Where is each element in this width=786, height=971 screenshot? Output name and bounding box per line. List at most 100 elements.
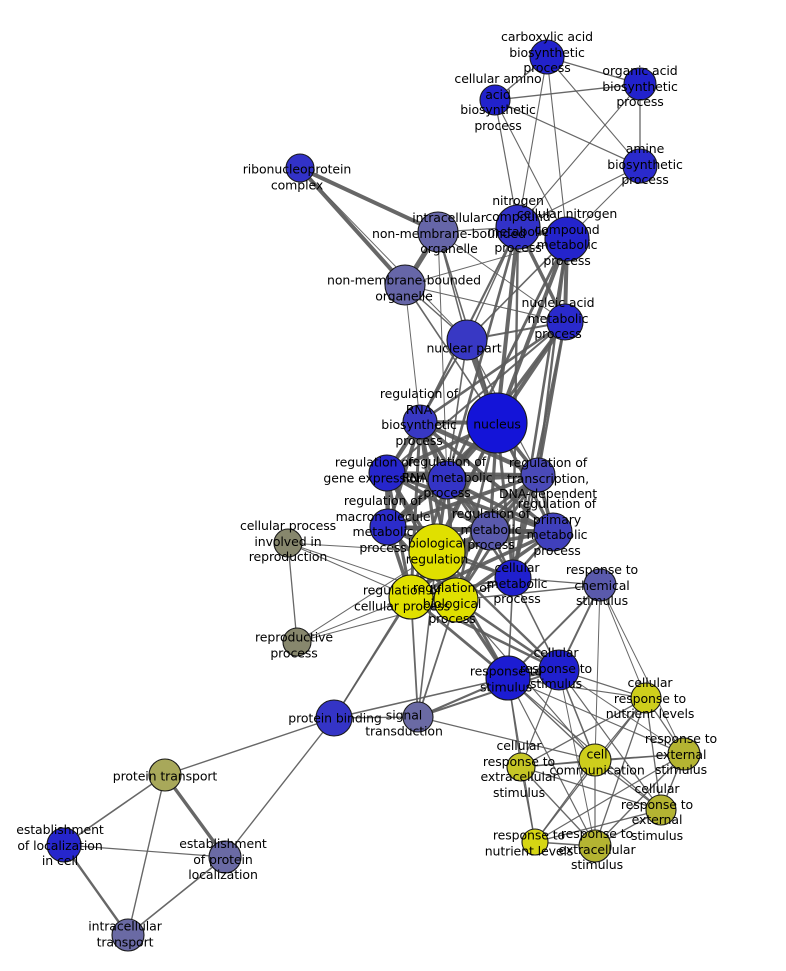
- graph-edge: [299, 167, 468, 341]
- graph-edge: [494, 99, 641, 167]
- graph-edge: [404, 238, 568, 286]
- graph-edge: [333, 596, 412, 719]
- graph-node[interactable]: [529, 39, 565, 75]
- graph-node[interactable]: [578, 743, 612, 777]
- graph-node[interactable]: [384, 264, 426, 306]
- graph-node[interactable]: [148, 758, 182, 792]
- graph-node[interactable]: [622, 148, 658, 184]
- graph-node[interactable]: [417, 211, 459, 253]
- graph-edge: [517, 56, 548, 228]
- graph-edge: [418, 320, 567, 424]
- graph-edge: [520, 697, 647, 768]
- graph-node[interactable]: [485, 655, 531, 701]
- graph-edge: [385, 471, 492, 533]
- graph-node[interactable]: [446, 319, 488, 361]
- graph-node[interactable]: [470, 511, 510, 551]
- graph-edge: [62, 843, 130, 937]
- graph-edge: [520, 766, 662, 811]
- graph-edge: [63, 774, 166, 846]
- graph-edge: [546, 56, 641, 167]
- graph-edge: [127, 856, 226, 936]
- graph-edge: [495, 237, 569, 425]
- graph-edge: [445, 237, 569, 482]
- graph-edge: [333, 677, 509, 719]
- graph-node[interactable]: [368, 454, 406, 492]
- graph-node[interactable]: [479, 84, 511, 116]
- graph-edge: [594, 584, 601, 761]
- graph-edge: [558, 669, 596, 847]
- graph-node[interactable]: [630, 682, 662, 714]
- graph-edge: [507, 677, 662, 811]
- graph-node[interactable]: [111, 918, 145, 952]
- graph-edge: [437, 231, 566, 323]
- graph-edge: [224, 717, 335, 858]
- graph-edge: [417, 419, 541, 478]
- graph-node[interactable]: [427, 460, 467, 500]
- graph-node[interactable]: [402, 701, 434, 733]
- graph-edge: [494, 83, 641, 101]
- edge-layer: [62, 56, 685, 937]
- graph-edge: [164, 717, 335, 776]
- graph-edge: [507, 677, 647, 699]
- graph-edge: [494, 99, 568, 240]
- graph-edge: [404, 284, 421, 423]
- graph-edge: [599, 584, 647, 699]
- graph-node[interactable]: [520, 457, 556, 493]
- graph-edge: [594, 753, 685, 847]
- graph-edge: [599, 584, 685, 755]
- graph-edge: [63, 844, 226, 858]
- graph-node[interactable]: [273, 528, 303, 558]
- graph-edge: [466, 238, 568, 341]
- graph-node[interactable]: [46, 827, 82, 863]
- graph-edge: [517, 83, 641, 228]
- graph-edge: [455, 584, 601, 601]
- graph-node[interactable]: [433, 577, 479, 623]
- graph-node[interactable]: [408, 523, 466, 581]
- graph-node[interactable]: [578, 829, 612, 863]
- graph-node[interactable]: [667, 737, 701, 771]
- graph-edge: [417, 669, 560, 718]
- graph-edge: [404, 284, 566, 323]
- graph-edge: [386, 321, 566, 474]
- graph-edge: [409, 530, 555, 599]
- graph-edge: [534, 759, 596, 843]
- graph-edge: [298, 166, 407, 287]
- graph-edge: [645, 697, 662, 811]
- graph-node[interactable]: [388, 574, 434, 620]
- graph-node[interactable]: [544, 216, 590, 262]
- graph-edge: [558, 669, 662, 811]
- graph-node[interactable]: [521, 828, 549, 856]
- graph-edge: [127, 774, 166, 936]
- graph-node[interactable]: [538, 649, 580, 691]
- graph-node[interactable]: [466, 392, 528, 454]
- graph-node[interactable]: [506, 752, 536, 782]
- graph-node[interactable]: [583, 568, 617, 602]
- graph-edge: [298, 166, 440, 234]
- graph-edge: [287, 542, 298, 643]
- graph-node[interactable]: [546, 303, 584, 341]
- graph-node[interactable]: [369, 508, 407, 546]
- graph-edge: [417, 716, 596, 761]
- graph-edge: [163, 773, 227, 859]
- graph-node[interactable]: [623, 67, 657, 101]
- graph-edge: [495, 225, 520, 425]
- graph-node[interactable]: [208, 840, 242, 874]
- graph-node[interactable]: [494, 559, 532, 597]
- graph-edge: [445, 478, 555, 534]
- graph-edge: [386, 473, 540, 529]
- graph-node[interactable]: [315, 699, 353, 737]
- graph-edge: [520, 766, 596, 847]
- graph-edge: [546, 56, 568, 240]
- graph-node[interactable]: [645, 794, 677, 826]
- graph-node[interactable]: [282, 627, 312, 657]
- graph-node[interactable]: [533, 512, 573, 552]
- graph-edge: [385, 471, 555, 534]
- graph-edge: [534, 809, 662, 843]
- graph-edge: [594, 697, 647, 847]
- graph-node[interactable]: [285, 153, 315, 183]
- node-layer: [46, 39, 701, 952]
- graph-node[interactable]: [495, 204, 541, 250]
- graph-node[interactable]: [402, 404, 438, 440]
